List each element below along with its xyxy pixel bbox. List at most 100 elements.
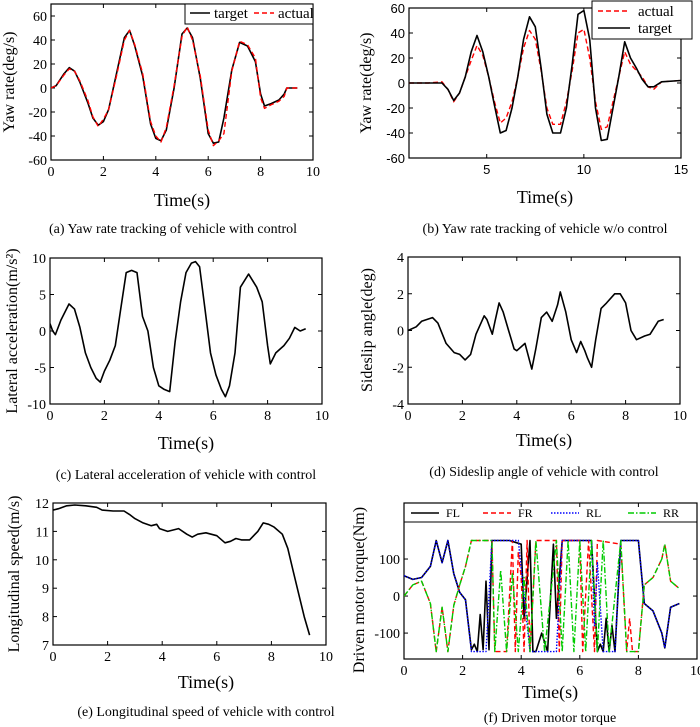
- y-tick-label: 10: [35, 554, 49, 569]
- legend-label-actual: actual: [638, 4, 674, 20]
- panel-caption: (e) Longitudinal speed of vehicle with c…: [77, 705, 334, 720]
- y-tick-label: 0: [393, 590, 400, 605]
- x-axis-label: Time(s): [517, 187, 573, 208]
- axes-frame: [52, 502, 327, 646]
- x-tick-label: 0: [405, 409, 412, 424]
- x-tick-label: 10: [673, 409, 687, 424]
- x-tick-label: 10: [577, 162, 591, 177]
- x-tick-label: 8: [268, 650, 275, 665]
- chart-panel-f: 0 2 4 6 8 10 -100 0 100 FL FR RL RR Time(s) Driven mot…: [351, 502, 700, 726]
- y-tick-label: 60: [391, 1, 405, 16]
- y-tick-label: 40: [33, 34, 47, 49]
- x-axis-label: Time(s): [516, 430, 572, 451]
- y-axis-label: Yaw rate(deg/s): [358, 32, 375, 133]
- legend-box: [591, 0, 693, 40]
- x-axis-label: Time(s): [158, 433, 214, 454]
- x-axis-label: Time(s): [522, 682, 578, 703]
- x-tick-label: 6: [213, 650, 220, 665]
- x-tick-label: 2: [101, 409, 108, 424]
- chart-panel-e: 0 2 4 6 8 10 7 8 9 10 11 12 Time(s) Longitudinal spee…: [6, 496, 335, 720]
- y-tick-label: 7: [42, 639, 49, 654]
- y-tick-label: -40: [386, 126, 405, 141]
- x-tick-label: 2: [459, 664, 466, 679]
- y-tick-label: -60: [386, 151, 405, 166]
- x-tick-label: 2: [104, 650, 111, 665]
- y-tick-label: 10: [32, 252, 46, 267]
- series-line-fr: [404, 539, 680, 653]
- legend-label-target: target: [214, 6, 249, 22]
- legend-label-FR: FR: [518, 506, 533, 520]
- y-tick-label: 12: [35, 497, 49, 512]
- y-tick-label: -20: [28, 106, 47, 121]
- x-tick-label: 8: [622, 409, 629, 424]
- legend-box: [184, 3, 314, 25]
- y-tick-label: 100: [379, 553, 400, 568]
- x-tick-label: 6: [210, 409, 217, 424]
- series-group: [408, 291, 664, 370]
- x-tick-label: 15: [674, 162, 688, 177]
- y-tick-label: -5: [34, 362, 46, 377]
- x-tick-label: 8: [264, 409, 271, 424]
- series-line-target: [409, 9, 681, 142]
- y-tick-label: -40: [28, 130, 47, 145]
- x-tick-label: 8: [635, 664, 642, 679]
- series-line-rl: [404, 539, 680, 653]
- y-axis-label: Yaw rate(deg/s): [1, 31, 18, 132]
- y-axis-label: Longitudinal speed(m/s): [6, 496, 23, 653]
- x-tick-label: 0: [47, 409, 54, 424]
- series-line-sideslip-angle: [408, 291, 664, 370]
- x-tick-label: 0: [401, 664, 408, 679]
- series-line-longitudinal-speed: [53, 504, 311, 636]
- series-group: [409, 9, 681, 142]
- chart-panel-d: 0 2 4 6 8 10 -4 -2 0 2 4 Time(s) Sideslip angle(deg)…: [359, 251, 687, 480]
- series-group: [53, 504, 311, 636]
- axes-frame: [49, 257, 323, 405]
- panel-caption: (c) Lateral acceleration of vehicle with…: [56, 468, 317, 483]
- legend-label-RR: RR: [663, 506, 679, 520]
- y-tick-label: 0: [397, 325, 404, 340]
- axes-frame: [403, 502, 698, 660]
- y-tick-label: -10: [27, 398, 46, 413]
- y-axis-label: Sideslip angle(deg): [359, 268, 376, 392]
- panel-caption: (f) Driven motor torque: [484, 711, 617, 726]
- legend-label-target: target: [638, 21, 673, 37]
- y-tick-label: 20: [391, 51, 405, 66]
- panel-caption: (d) Sideslip angle of vehicle with contr…: [429, 465, 658, 480]
- y-axis-label: Lateral acceleration(m/s²): [4, 248, 21, 413]
- x-tick-label: 6: [576, 664, 583, 679]
- y-tick-label: 2: [397, 288, 404, 303]
- x-tick-label: 4: [159, 650, 166, 665]
- x-tick-label: 10: [315, 409, 329, 424]
- legend: target actual: [184, 3, 314, 25]
- series-line-rr: [404, 539, 680, 653]
- x-tick-label: 10: [319, 650, 333, 665]
- series-line-actual: [51, 26, 298, 147]
- y-tick-label: 5: [39, 289, 46, 304]
- x-tick-label: 4: [513, 409, 520, 424]
- y-tick-label: 9: [42, 582, 49, 597]
- y-tick-label: -60: [28, 154, 47, 169]
- series-group: [404, 539, 680, 653]
- y-tick-label: -100: [374, 627, 400, 642]
- x-tick-label: 2: [100, 165, 107, 180]
- axes-frame: [407, 256, 681, 405]
- y-tick-label: 0: [398, 76, 405, 91]
- legend-label-FL: FL: [446, 506, 460, 520]
- x-tick-label: 4: [518, 664, 525, 679]
- series-group: [50, 260, 306, 398]
- x-tick-label: 2: [459, 409, 466, 424]
- y-tick-label: 20: [33, 58, 47, 73]
- legend: FL FR RL RR: [404, 506, 697, 523]
- y-tick-label: -4: [392, 398, 404, 413]
- x-tick-label: 10: [690, 664, 700, 679]
- x-tick-label: 4: [152, 165, 159, 180]
- x-tick-label: 4: [155, 409, 162, 424]
- panel-caption: (a) Yaw rate tracking of vehicle with co…: [49, 222, 297, 237]
- x-tick-label: 6: [568, 409, 575, 424]
- x-tick-label: 0: [50, 650, 57, 665]
- y-tick-label: 0: [39, 325, 46, 340]
- y-tick-label: 8: [42, 611, 49, 626]
- x-tick-label: 6: [205, 165, 212, 180]
- y-axis-label: Driven motor torque(Nm): [351, 507, 368, 673]
